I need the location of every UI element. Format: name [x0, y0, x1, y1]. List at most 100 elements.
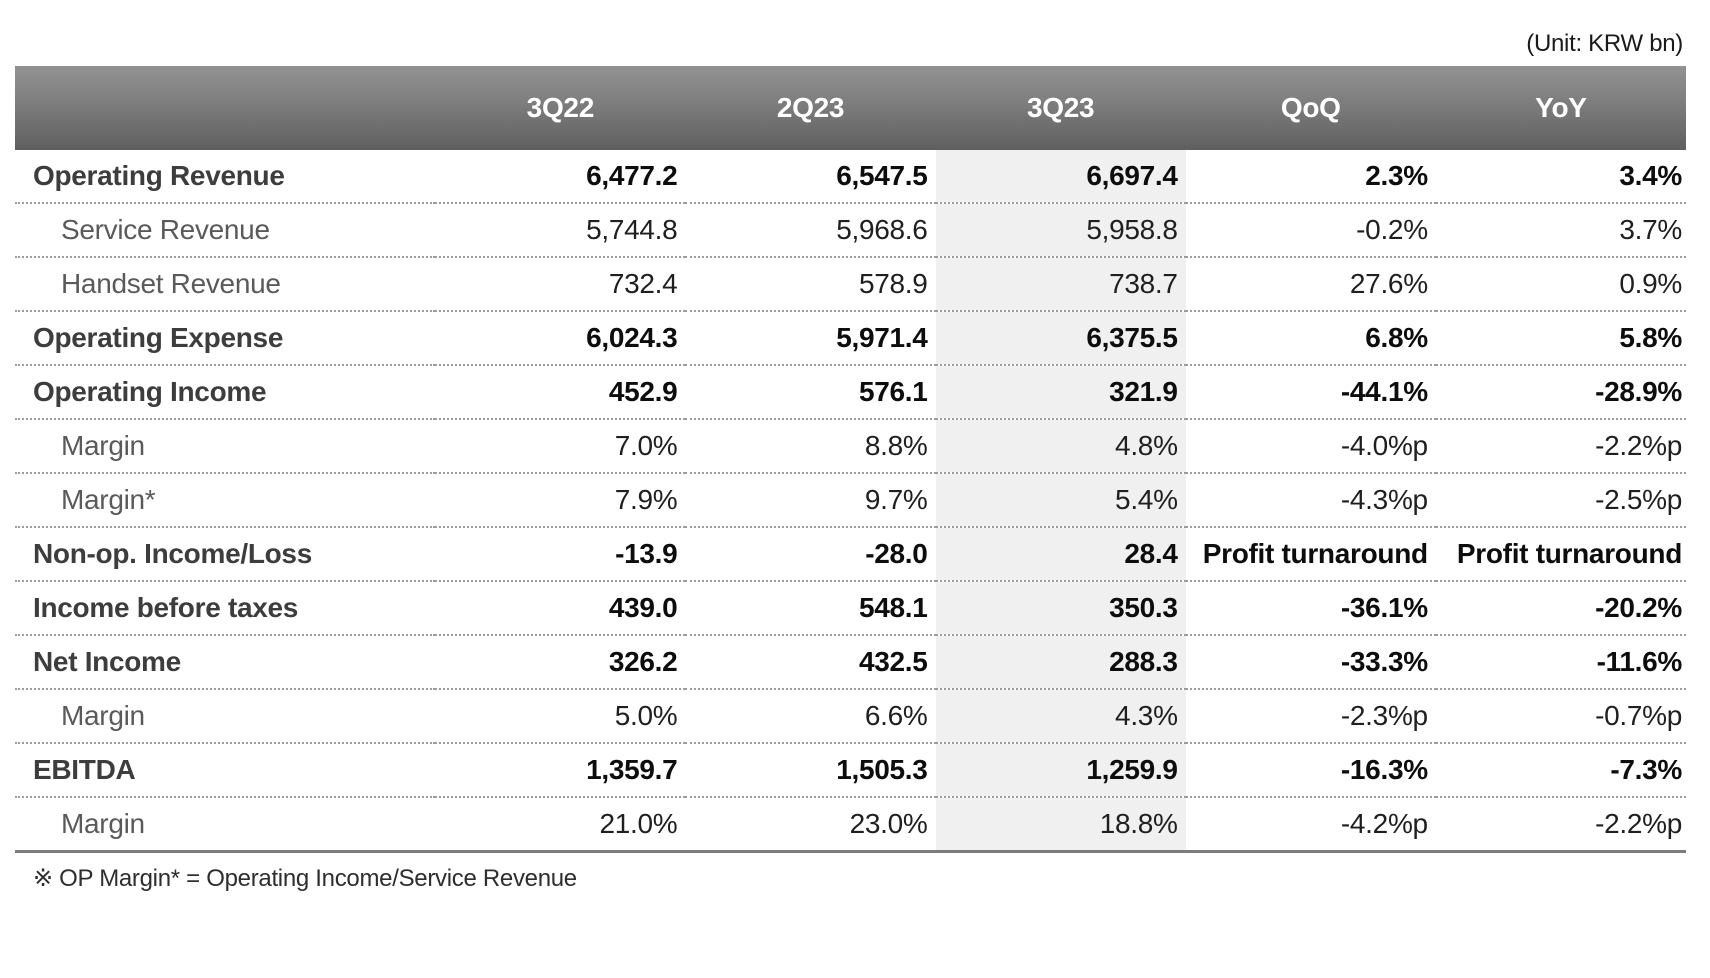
- cell-2q23: 5,971.4: [685, 310, 936, 365]
- cell-3q22: 439.0: [435, 580, 686, 635]
- cell-3q22: 5,744.8: [435, 202, 686, 257]
- unit-label: (Unit: KRW bn): [1526, 30, 1683, 57]
- table-row: Handset Revenue 732.4 578.9 738.7 27.6% …: [15, 256, 1686, 311]
- table-row: Service Revenue 5,744.8 5,968.6 5,958.8 …: [15, 202, 1686, 257]
- cell-2q23: 578.9: [685, 256, 936, 311]
- header-3q22: 3Q22: [435, 66, 686, 150]
- cell-2q23: 1,505.3: [685, 742, 936, 797]
- cell-2q23: 5,968.6: [685, 202, 936, 257]
- cell-3q22: 6,477.2: [586, 160, 678, 191]
- cell-3q22: -13.9: [435, 526, 686, 581]
- table-row: EBITDA 1,359.7 1,505.3 1,259.9 -16.3% -7…: [15, 742, 1686, 797]
- row-label: Operating Income: [15, 364, 436, 419]
- cell-3q22: 452.9: [435, 364, 686, 419]
- financial-results-table: 3Q22 2Q23 3Q23 QoQ YoY Operating Revenue…: [15, 66, 1686, 853]
- cell-3q23: 1,259.9: [935, 742, 1186, 797]
- cell-3q23: 288.3: [935, 634, 1186, 689]
- cell-2q23: 548.1: [685, 580, 936, 635]
- header-3q23: 3Q23: [935, 66, 1186, 150]
- header-yoy: YoY: [1435, 66, 1686, 150]
- cell-2q23: -28.0: [685, 526, 936, 581]
- header-2q23: 2Q23: [685, 66, 936, 150]
- table-row: Margin 5.0% 6.6% 4.3% -2.3%p -0.7%p: [15, 688, 1686, 743]
- cell-yoy: -11.6%: [1435, 634, 1686, 689]
- cell-3q23: 4.3%: [935, 688, 1186, 743]
- cell-qoq: -2.3%p: [1185, 688, 1436, 743]
- row-label: Net Income: [15, 634, 436, 689]
- cell-yoy: Profit turnaround: [1435, 526, 1686, 581]
- cell-yoy: -2.2%p: [1435, 418, 1686, 473]
- cell-2q23: 6.6%: [685, 688, 936, 743]
- cell-3q22: 732.4: [435, 256, 686, 311]
- cell-3q23: 5,958.8: [935, 202, 1186, 257]
- cell-2q23: 432.5: [685, 634, 936, 689]
- op-margin-footnote: ※ OP Margin* = Operating Income/Service …: [33, 865, 577, 892]
- cell-3q23: 350.3: [935, 580, 1186, 635]
- table-row: Margin* 7.9% 9.7% 5.4% -4.3%p -2.5%p: [15, 472, 1686, 527]
- cell-qoq: -4.2%p: [1185, 796, 1436, 852]
- cell-qoq: -4.0%p: [1185, 418, 1436, 473]
- row-label: Margin*: [15, 472, 436, 527]
- cell-2q23: 6,547.5: [836, 160, 928, 191]
- cell-3q22: 7.0%: [435, 418, 686, 473]
- cell-yoy: -7.3%: [1435, 742, 1686, 797]
- cell-qoq: -44.1%: [1185, 364, 1436, 419]
- cell-yoy: 0.9%: [1435, 256, 1686, 311]
- header-qoq: QoQ: [1185, 66, 1436, 150]
- cell-yoy: -28.9%: [1435, 364, 1686, 419]
- row-label: Service Revenue: [15, 202, 436, 257]
- cell-3q22: 21.0%: [435, 796, 686, 852]
- cell-3q23: 18.8%: [935, 796, 1186, 852]
- row-label: Operating Expense: [15, 310, 436, 365]
- cell-3q23: 6,375.5: [935, 310, 1186, 365]
- row-label: Margin: [15, 688, 436, 743]
- cell-2q23: 9.7%: [685, 472, 936, 527]
- cell-3q23: 4.8%: [935, 418, 1186, 473]
- cell-yoy: -2.2%p: [1435, 796, 1686, 852]
- cell-yoy: -20.2%: [1435, 580, 1686, 635]
- cell-2q23: 576.1: [685, 364, 936, 419]
- cell-3q22: 7.9%: [435, 472, 686, 527]
- cell-qoq: -4.3%p: [1185, 472, 1436, 527]
- row-label: Operating Revenue: [33, 160, 285, 191]
- row-label: EBITDA: [15, 742, 436, 797]
- cell-yoy: 3.4%: [1619, 160, 1682, 191]
- cell-3q22: 326.2: [435, 634, 686, 689]
- table-row: Operating Revenue 6,477.2 6,547.5 6,697.…: [15, 150, 1686, 203]
- table-row: Operating Income 452.9 576.1 321.9 -44.1…: [15, 364, 1686, 419]
- table-row: Margin 21.0% 23.0% 18.8% -4.2%p -2.2%p: [15, 796, 1686, 852]
- table-row: Operating Expense 6,024.3 5,971.4 6,375.…: [15, 310, 1686, 365]
- cell-yoy: 5.8%: [1435, 310, 1686, 365]
- cell-yoy: -2.5%p: [1435, 472, 1686, 527]
- row-label: Margin: [15, 418, 436, 473]
- row-label: Income before taxes: [15, 580, 436, 635]
- table-row: Income before taxes 439.0 548.1 350.3 -3…: [15, 580, 1686, 635]
- cell-2q23: 23.0%: [685, 796, 936, 852]
- cell-2q23: 8.8%: [685, 418, 936, 473]
- table-row: Net Income 326.2 432.5 288.3 -33.3% -11.…: [15, 634, 1686, 689]
- table-header-row: 3Q22 2Q23 3Q23 QoQ YoY: [15, 66, 1686, 150]
- cell-3q23: 738.7: [935, 256, 1186, 311]
- row-label: Handset Revenue: [15, 256, 436, 311]
- cell-qoq: -33.3%: [1185, 634, 1436, 689]
- cell-3q23: 321.9: [935, 364, 1186, 419]
- cell-3q22: 5.0%: [435, 688, 686, 743]
- row-label: Non-op. Income/Loss: [15, 526, 436, 581]
- cell-qoq: Profit turnaround: [1185, 526, 1436, 581]
- row-label: Margin: [15, 796, 436, 852]
- table-row: Non-op. Income/Loss -13.9 -28.0 28.4 Pro…: [15, 526, 1686, 581]
- cell-qoq: -0.2%: [1185, 202, 1436, 257]
- cell-yoy: -0.7%p: [1435, 688, 1686, 743]
- cell-qoq: 6.8%: [1185, 310, 1436, 365]
- cell-3q23: 5.4%: [935, 472, 1186, 527]
- cell-3q22: 6,024.3: [435, 310, 686, 365]
- header-empty: [15, 66, 436, 150]
- cell-3q23: 6,697.4: [1086, 160, 1178, 191]
- cell-qoq: 27.6%: [1185, 256, 1436, 311]
- cell-qoq: -36.1%: [1185, 580, 1436, 635]
- cell-3q23: 28.4: [935, 526, 1186, 581]
- cell-qoq: -16.3%: [1185, 742, 1436, 797]
- cell-yoy: 3.7%: [1435, 202, 1686, 257]
- cell-3q22: 1,359.7: [435, 742, 686, 797]
